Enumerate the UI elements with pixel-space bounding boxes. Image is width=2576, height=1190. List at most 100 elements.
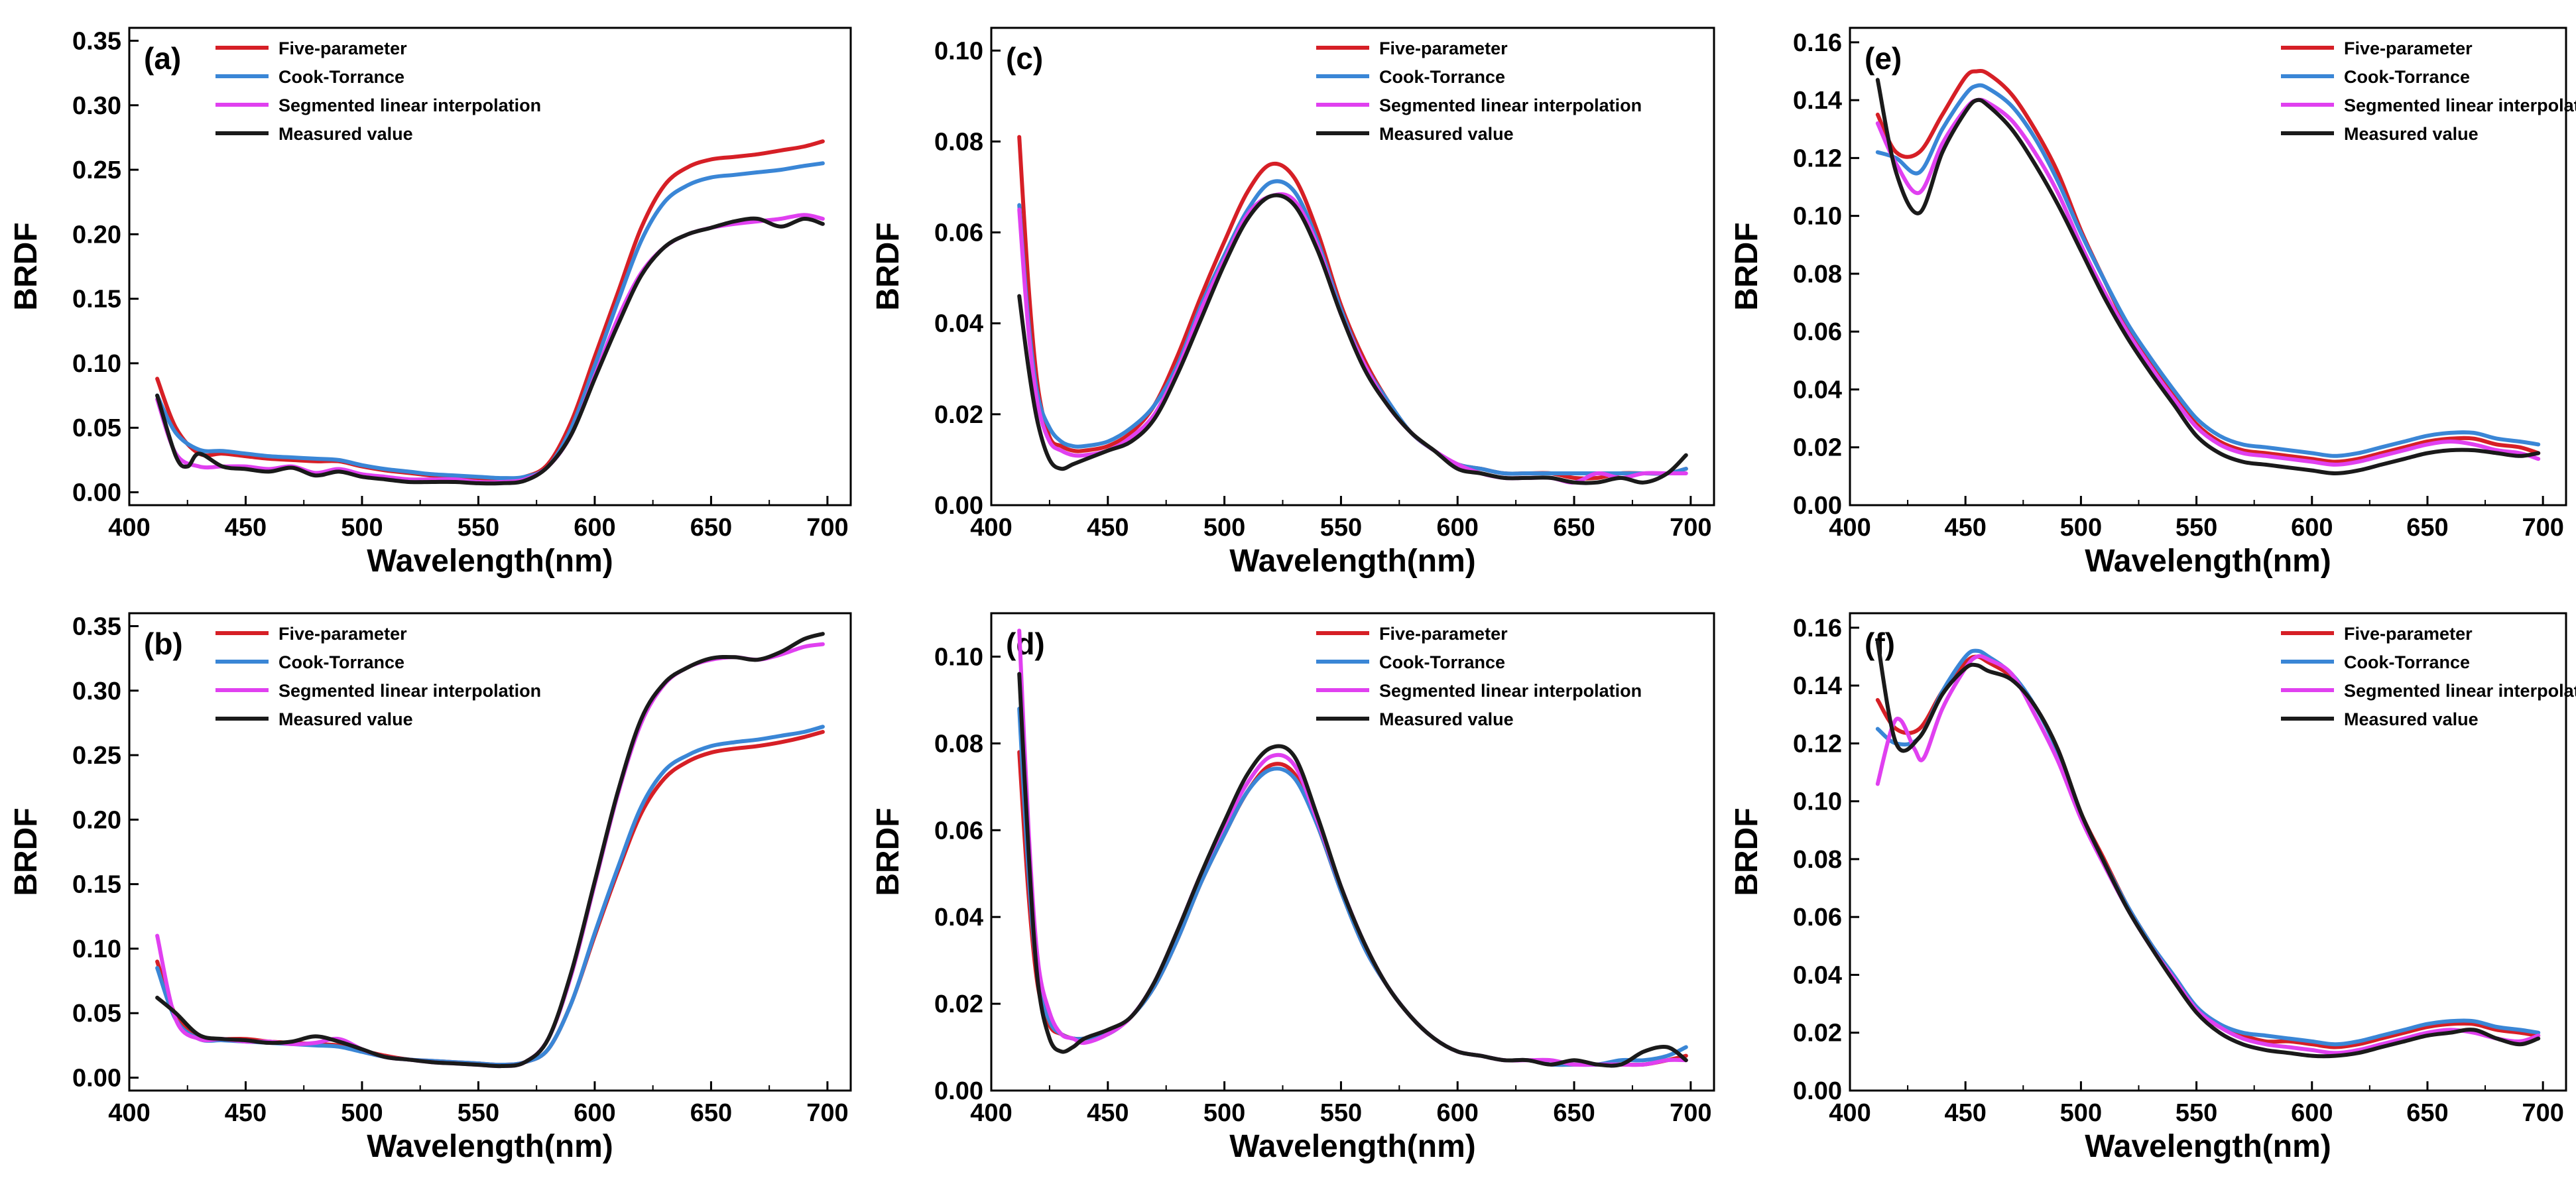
x-tick-label: 600 [1437,514,1479,542]
series-lines [1017,628,1688,1068]
y-tick-label: 0.12 [1793,145,1842,172]
y-tick-label: 0.00 [1793,1077,1842,1105]
y-tick-label: 0.00 [72,479,121,507]
x-tick-label: 450 [1944,1099,1986,1127]
series-line-measured-value [1017,193,1688,485]
x-tick-label: 650 [690,1099,732,1127]
x-tick-label: 650 [2406,1099,2448,1127]
legend-entry: Measured value [1379,709,1514,729]
y-tick-label: 0.08 [934,128,983,156]
y-tick-label: 0.04 [1793,376,1842,404]
y-tick-label: 0.10 [72,350,121,378]
legend-entry: Cook-Torrance [278,652,404,672]
y-tick-label: 0.00 [1793,492,1842,520]
x-tick-label: 450 [225,514,267,542]
x-tick-label: 400 [108,1099,150,1127]
series-line-five-parameter [1017,135,1688,481]
panel-b: 400 450 500 550 600 650 700 0.00 0.05 0.10 0.15 0.2… [9,612,852,1164]
x-tick-label: 500 [341,1099,383,1127]
x-tick-label: 450 [225,1099,267,1127]
legend-entry: Measured value [1379,124,1514,144]
series-line-measured-value [1017,672,1688,1068]
x-tick-label: 500 [1203,514,1245,542]
series-line-cook-torrance [1017,179,1688,476]
panel-d: 400 450 500 550 600 650 700 0.00 0.02 0.04 0.06 0.0… [871,612,1715,1164]
x-axis-title: Wavelength(nm) [367,1129,613,1164]
x-tick-label: 600 [574,514,615,542]
y-tick-label: 0.30 [72,678,121,705]
panel-label: (b) [144,626,183,661]
x-tick-label: 700 [1670,514,1711,542]
series-line-measured-value [1875,640,2541,1059]
legend-entry: Segmented linear interpolation [1379,681,1642,701]
x-tick-label: 500 [341,514,383,542]
y-tick-label: 0.06 [934,219,983,247]
y-tick-label: 0.16 [1793,615,1842,642]
x-tick-label: 450 [1087,1099,1129,1127]
legend-entry: Five-parameter [278,38,407,58]
y-tick-label: 0.25 [72,742,121,770]
y-axis-title: BRDF [871,807,906,896]
legend-entry: Segmented linear interpolation [1379,95,1642,115]
x-tick-label: 550 [1320,514,1362,542]
y-tick-label: 0.30 [72,92,121,120]
x-tick-label: 400 [108,514,150,542]
y-tick-label: 0.06 [934,817,983,845]
legend-entry: Segmented linear interpolation [2344,95,2576,115]
y-tick-label: 0.15 [72,286,121,314]
panel-label: (e) [1865,41,1902,76]
series-line-five-parameter [155,139,825,482]
legend: Five-parameter Cook-Torrance Segmented lin… [215,624,541,729]
x-tick-label: 550 [458,514,499,542]
series-lines [155,632,825,1069]
y-axis-title: BRDF [1729,222,1764,310]
series-line-cook-torrance [1017,707,1688,1067]
x-tick-label: 400 [970,514,1012,542]
y-tick-label: 0.20 [72,221,121,249]
legend: Five-parameter Cook-Torrance Segmented lin… [1316,38,1642,144]
y-tick-label: 0.06 [1793,904,1842,931]
series-lines [1017,135,1688,485]
x-tick-label: 500 [2060,514,2102,542]
x-tick-label: 450 [1944,514,1986,542]
legend-entry: Segmented linear interpolation [278,95,541,115]
x-tick-label: 700 [1670,1099,1711,1127]
y-tick-label: 0.10 [1793,203,1842,231]
x-tick-label: 600 [1437,1099,1479,1127]
x-tick-label: 550 [458,1099,499,1127]
series-line-five-parameter [155,730,825,1067]
y-axis-title: BRDF [9,807,44,896]
panel-label: (c) [1006,41,1043,76]
y-tick-label: 0.08 [1793,846,1842,874]
panel-e: 400 450 500 550 600 650 700 0.00 0.02 0.04 0.06 0.0… [1729,27,2576,579]
x-tick-label: 550 [2176,514,2217,542]
legend-entry: Segmented linear interpolation [278,681,541,701]
series-line-cook-torrance [155,161,825,481]
panel-f: 400 450 500 550 600 650 700 0.00 0.02 0.04 0.06 0.0… [1729,612,2576,1164]
legend-entry: Cook-Torrance [278,67,404,87]
y-tick-label: 0.04 [1793,961,1842,989]
y-tick-label: 0.05 [72,1000,121,1028]
panel-label: (a) [144,41,181,76]
plot-frame [990,612,1715,1092]
y-tick-label: 0.16 [1793,29,1842,57]
legend-entry: Measured value [278,124,413,144]
y-tick-label: 0.02 [1793,1020,1842,1047]
x-tick-label: 400 [970,1099,1012,1127]
x-tick-label: 500 [2060,1099,2102,1127]
y-tick-label: 0.10 [1793,788,1842,816]
series-line-segmented-linear-interpolation [155,642,825,1069]
x-tick-label: 500 [1203,1099,1245,1127]
legend-entry: Five-parameter [278,624,407,644]
legend: Five-parameter Cook-Torrance Segmented lin… [2281,624,2576,729]
series-lines [1875,68,2541,475]
x-axis-title: Wavelength(nm) [1229,544,1476,579]
x-tick-label: 650 [690,514,732,542]
x-tick-label: 550 [1320,1099,1362,1127]
y-tick-label: 0.02 [934,401,983,429]
series-line-measured-value [1875,78,2541,475]
y-tick-label: 0.12 [1793,730,1842,758]
y-tick-label: 0.10 [934,643,983,671]
